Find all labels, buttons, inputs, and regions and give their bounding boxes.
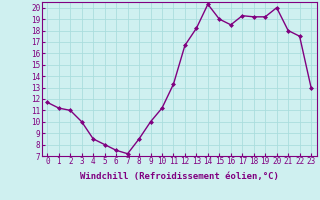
X-axis label: Windchill (Refroidissement éolien,°C): Windchill (Refroidissement éolien,°C) xyxy=(80,172,279,181)
